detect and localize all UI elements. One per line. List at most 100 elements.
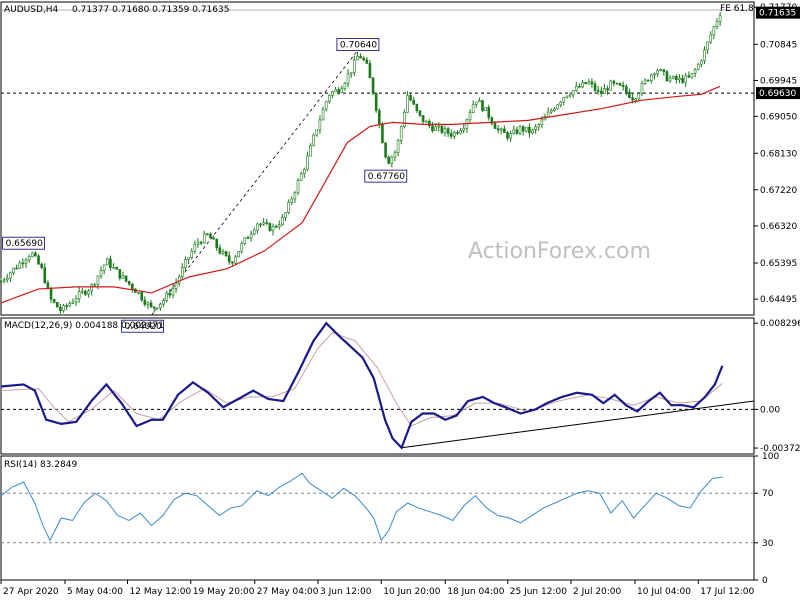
candle-body bbox=[293, 192, 297, 200]
candle-body bbox=[221, 251, 225, 254]
candle-body bbox=[334, 89, 337, 93]
candle-body bbox=[24, 259, 28, 264]
rsi-title: RSI(14) 83.2849 bbox=[4, 460, 77, 470]
candle-body bbox=[296, 180, 300, 194]
price-ytick-label: 0.69945 bbox=[760, 76, 797, 86]
candle-body bbox=[559, 101, 562, 106]
candle-body bbox=[578, 85, 581, 88]
candle-body bbox=[15, 267, 18, 270]
candle-body bbox=[646, 79, 650, 82]
candle-body bbox=[109, 258, 112, 268]
candle-body bbox=[528, 126, 531, 134]
price-frame bbox=[0, 1, 755, 316]
x-tick-label: 10 Jun 20:00 bbox=[383, 587, 440, 597]
x-tick-label: 25 Jun 12:00 bbox=[510, 587, 567, 597]
candle-body bbox=[90, 284, 93, 292]
candle-body bbox=[518, 126, 522, 134]
candle-body bbox=[484, 107, 487, 111]
candle-body bbox=[356, 56, 359, 61]
candle-body bbox=[643, 79, 647, 84]
candle-body bbox=[237, 251, 240, 258]
candle-body bbox=[315, 129, 319, 136]
candle-body bbox=[177, 276, 181, 284]
candle-body bbox=[515, 129, 519, 134]
candle-body bbox=[540, 119, 544, 125]
candle-body bbox=[321, 108, 325, 121]
candle-body bbox=[456, 132, 459, 134]
candle-body bbox=[428, 120, 431, 126]
candle-body bbox=[553, 108, 556, 111]
candle-body bbox=[146, 302, 150, 305]
candle-body bbox=[196, 242, 200, 245]
candle-body bbox=[34, 252, 37, 257]
candle-body bbox=[171, 288, 175, 296]
candle-body bbox=[365, 59, 369, 64]
price-tag-label: 0.69630 bbox=[759, 89, 796, 99]
candle-body bbox=[568, 94, 572, 97]
candle-body bbox=[227, 255, 231, 263]
trend-line bbox=[151, 49, 359, 316]
rsi-line bbox=[0, 472, 723, 542]
candle-body bbox=[371, 77, 375, 94]
ohlc-label: 0.71377 0.71680 0.71359 0.71635 bbox=[72, 5, 229, 15]
candle-body bbox=[159, 303, 162, 309]
pivot-label-box bbox=[121, 319, 164, 333]
candle-body bbox=[612, 80, 616, 84]
candle-body bbox=[378, 110, 381, 125]
candle-body bbox=[503, 128, 506, 133]
candle-body bbox=[521, 126, 525, 132]
candle-body bbox=[453, 132, 456, 137]
candle-body bbox=[246, 237, 250, 239]
candle-body bbox=[327, 94, 331, 102]
candle-body bbox=[668, 77, 672, 82]
candle-body bbox=[62, 305, 65, 312]
candle-body bbox=[574, 85, 578, 91]
macd-ytick-label: 0.008296 bbox=[760, 319, 800, 329]
x-axis: 27 Apr 2020 5 May 04:00 12 May 12:00 19 May… bbox=[0, 580, 755, 597]
candle-body bbox=[115, 266, 118, 270]
candle-body bbox=[390, 156, 394, 164]
x-tick-label: 18 Jun 04:00 bbox=[447, 587, 504, 597]
candle-body bbox=[606, 88, 609, 91]
candle-body bbox=[709, 34, 713, 43]
candle-body bbox=[12, 267, 15, 274]
candle-body bbox=[506, 132, 509, 139]
candle-body bbox=[0, 280, 3, 283]
candle-body bbox=[406, 95, 409, 113]
candle-body bbox=[199, 242, 203, 244]
candle-body bbox=[424, 120, 428, 123]
candle-body bbox=[571, 89, 575, 96]
candle-body bbox=[124, 275, 128, 282]
candle-body bbox=[609, 80, 612, 91]
fe-label: FE 61.8 bbox=[720, 4, 754, 14]
candle-body bbox=[678, 77, 681, 81]
candle-body bbox=[143, 299, 147, 305]
candle-body bbox=[312, 134, 315, 146]
candle-body bbox=[281, 217, 284, 226]
candle-body bbox=[112, 266, 115, 269]
candle-body bbox=[256, 223, 259, 231]
candle-body bbox=[181, 267, 184, 278]
candle-body bbox=[493, 123, 497, 129]
candle-body bbox=[512, 129, 516, 134]
candle-body bbox=[434, 126, 437, 131]
candle-body bbox=[474, 101, 478, 105]
macd-title: MACD(12,26,9) 0.004188 0.002471 bbox=[4, 321, 164, 331]
macd-panel: 0.008296 0.00 -0.003725 bbox=[0, 317, 800, 455]
candle-body bbox=[684, 75, 688, 83]
candle-body bbox=[368, 63, 372, 79]
price-tag bbox=[756, 6, 800, 19]
candle-body bbox=[49, 288, 53, 300]
candle-body bbox=[681, 77, 684, 83]
candle-body bbox=[415, 103, 419, 111]
moving-average-line bbox=[0, 85, 721, 304]
candle-body bbox=[399, 126, 403, 141]
rsi-ytick-label: 30 bbox=[762, 539, 774, 549]
candle-body bbox=[149, 302, 153, 308]
candle-body bbox=[653, 73, 656, 76]
candle-body bbox=[59, 306, 62, 312]
candle-body bbox=[531, 129, 534, 134]
candle-body bbox=[243, 237, 247, 244]
macd-signal-line bbox=[0, 331, 723, 427]
